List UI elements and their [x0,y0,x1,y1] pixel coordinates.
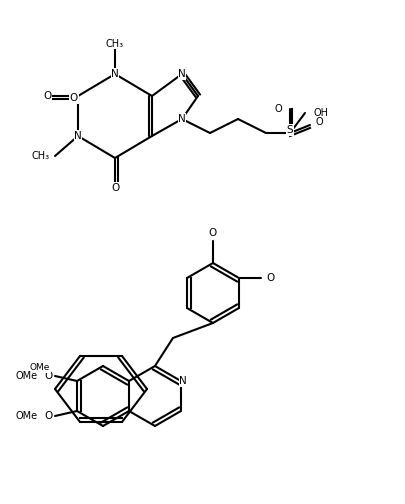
Text: O: O [266,273,274,283]
Text: S: S [287,125,293,135]
Text: O: O [45,411,53,421]
Text: N: N [111,69,119,79]
Text: O: O [315,117,323,127]
Text: N: N [178,114,186,124]
Text: O: O [43,91,51,101]
Text: O: O [274,104,282,114]
Text: N: N [179,376,187,386]
Text: OMe: OMe [16,371,38,381]
Text: N: N [178,69,186,79]
Text: O: O [45,371,53,381]
Text: O: O [111,183,119,193]
Text: CH₃: CH₃ [32,151,50,161]
Text: O: O [70,93,78,103]
Text: OMe: OMe [30,363,50,372]
Text: O: O [209,228,217,238]
Text: OH: OH [313,108,328,118]
Text: OMe: OMe [16,411,38,421]
Text: N: N [74,131,82,141]
Text: CH₃: CH₃ [106,39,124,49]
